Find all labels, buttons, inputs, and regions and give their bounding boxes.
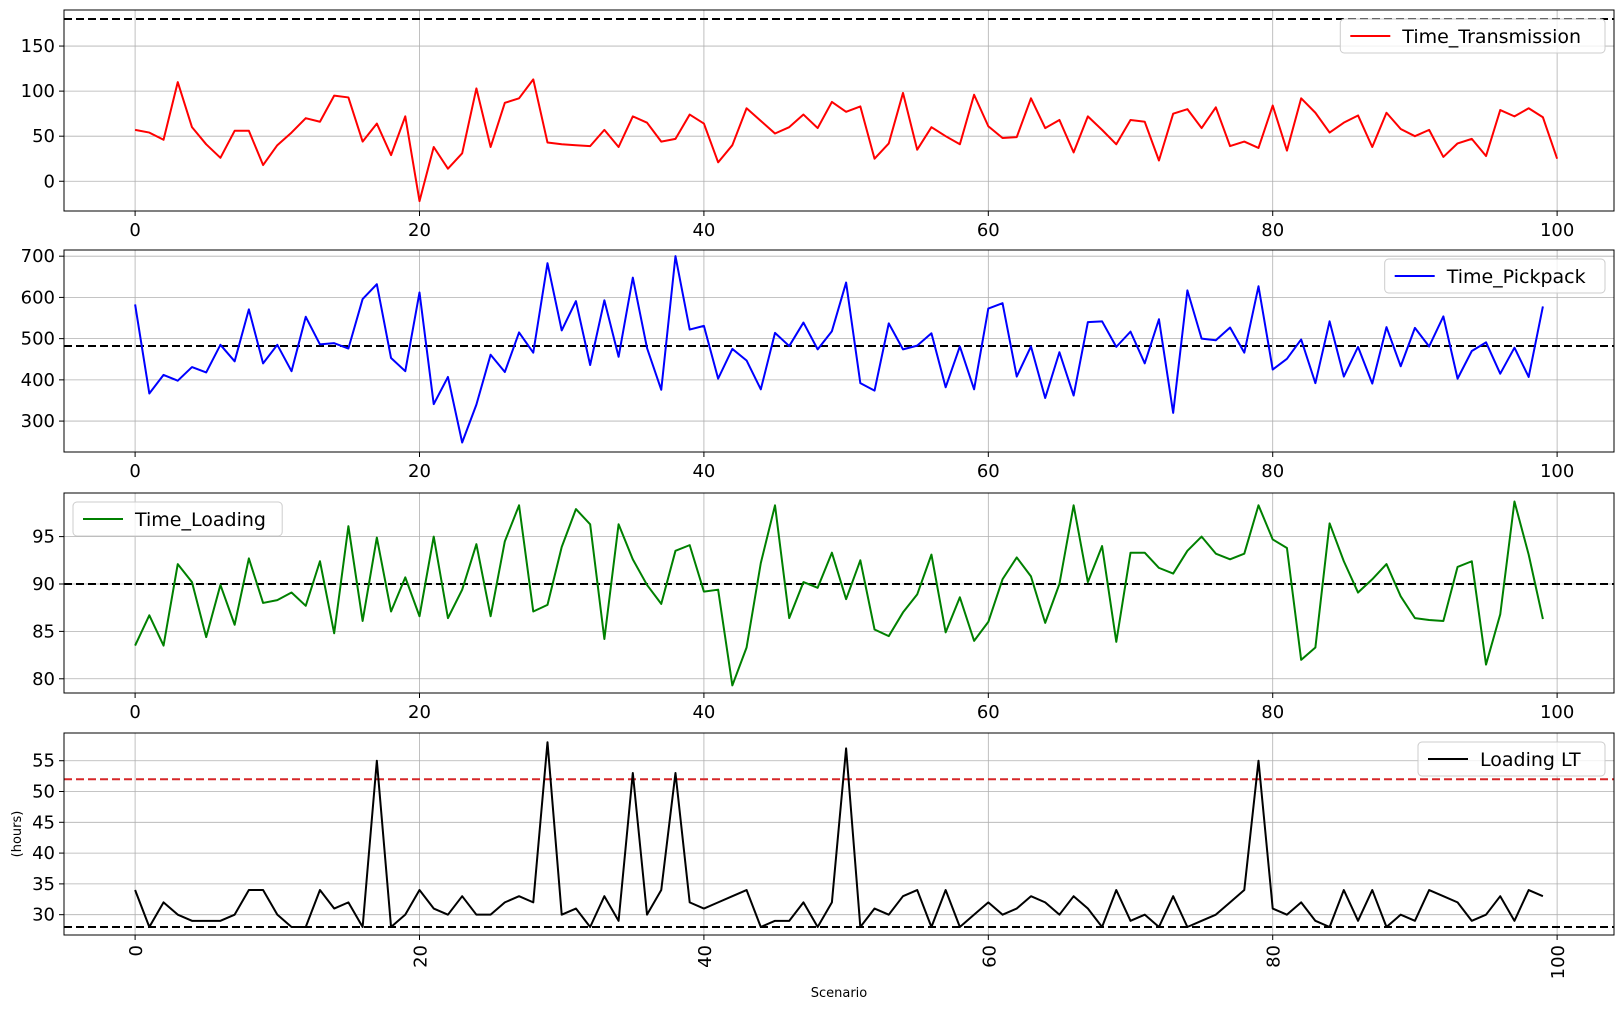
- subplot-4: 0 20 40 60 80 100 30 35 40 45 50 55 Scenario (hours) L…: [10, 732, 1615, 1001]
- y-tick-label: 50: [32, 126, 55, 147]
- subplot-2: 0 20 40 60 80 100 300 400 500 600 700 Time_Pickpack: [21, 246, 1615, 482]
- x-tick-label: 0: [129, 220, 140, 241]
- x-tick-label: 80: [1261, 461, 1284, 482]
- subplot-3: 0 20 40 60 80 100 80 85 90 95 Time_Loading: [32, 492, 1615, 723]
- y-tick-label: 100: [21, 81, 55, 102]
- y-tick-label: 95: [32, 527, 55, 548]
- x-tick-label: 80: [1264, 945, 1285, 968]
- series-line: [134, 255, 1544, 444]
- legend-box: [1384, 258, 1606, 294]
- y-tick-label: 300: [21, 411, 55, 432]
- y-tick-label: 600: [21, 287, 55, 308]
- x-tick-label: 80: [1261, 702, 1284, 723]
- x-tick-label: 20: [411, 945, 432, 968]
- legend-label: Time_Loading: [134, 509, 266, 531]
- legend-label: Loading LT: [1480, 749, 1581, 771]
- plot-frame: [63, 249, 1615, 453]
- y-tick-label: 85: [32, 621, 55, 642]
- y-tick-label: 400: [21, 370, 55, 391]
- x-tick-label: 60: [977, 220, 1000, 241]
- series-line: [134, 741, 1544, 928]
- legend: Time_Transmission: [1339, 18, 1606, 54]
- x-tick-label: 60: [977, 702, 1000, 723]
- legend-box: [1417, 741, 1606, 777]
- legend-label: Time_Transmission: [1401, 26, 1581, 48]
- series-line: [134, 500, 1544, 687]
- x-tick-label: 40: [692, 702, 715, 723]
- y-tick-label: 35: [32, 874, 55, 895]
- plot-frame: [63, 9, 1615, 212]
- legend: Time_Loading: [72, 501, 283, 537]
- x-tick-label: 100: [1540, 702, 1574, 723]
- x-tick-label: 20: [408, 220, 431, 241]
- x-tick-label: 100: [1548, 945, 1569, 979]
- plot-frame: [63, 492, 1615, 694]
- y-tick-label: 150: [21, 36, 55, 57]
- y-tick-label: 45: [32, 812, 55, 833]
- y-tick-label: 500: [21, 329, 55, 350]
- x-tick-label: 100: [1540, 461, 1574, 482]
- y-tick-label: 80: [32, 669, 55, 690]
- series-line: [134, 78, 1559, 203]
- x-tick-label: 60: [977, 461, 1000, 482]
- x-tick-label: 0: [129, 702, 140, 723]
- x-tick-label: 20: [408, 461, 431, 482]
- x-tick-label: 40: [692, 220, 715, 241]
- legend-box: [1339, 18, 1606, 54]
- y-tick-label: 90: [32, 574, 55, 595]
- x-tick-label: 40: [692, 461, 715, 482]
- legend-box: [72, 501, 283, 537]
- x-tick-label: 40: [695, 945, 716, 968]
- x-tick-label: 60: [979, 945, 1000, 968]
- y-tick-label: 0: [44, 171, 55, 192]
- x-axis-label: Scenario: [811, 986, 868, 1001]
- legend-label: Time_Pickpack: [1446, 266, 1586, 288]
- y-tick-label: 700: [21, 246, 55, 267]
- y-tick-label: 55: [32, 751, 55, 772]
- x-tick-label: 20: [408, 702, 431, 723]
- x-tick-label: 0: [126, 945, 147, 956]
- legend: Loading LT: [1417, 741, 1606, 777]
- subplot-1: 0 20 40 60 80 100 0 50 100 150 Time_Transmission: [21, 9, 1615, 241]
- y-tick-label: 30: [32, 905, 55, 926]
- x-tick-label: 80: [1261, 220, 1284, 241]
- y-tick-label: 50: [32, 782, 55, 803]
- x-tick-label: 0: [129, 461, 140, 482]
- legend: Time_Pickpack: [1384, 258, 1606, 294]
- plot-frame: [63, 732, 1615, 936]
- y-tick-label: 40: [32, 843, 55, 864]
- x-tick-label: 100: [1540, 220, 1574, 241]
- y-axis-label: (hours): [10, 811, 25, 858]
